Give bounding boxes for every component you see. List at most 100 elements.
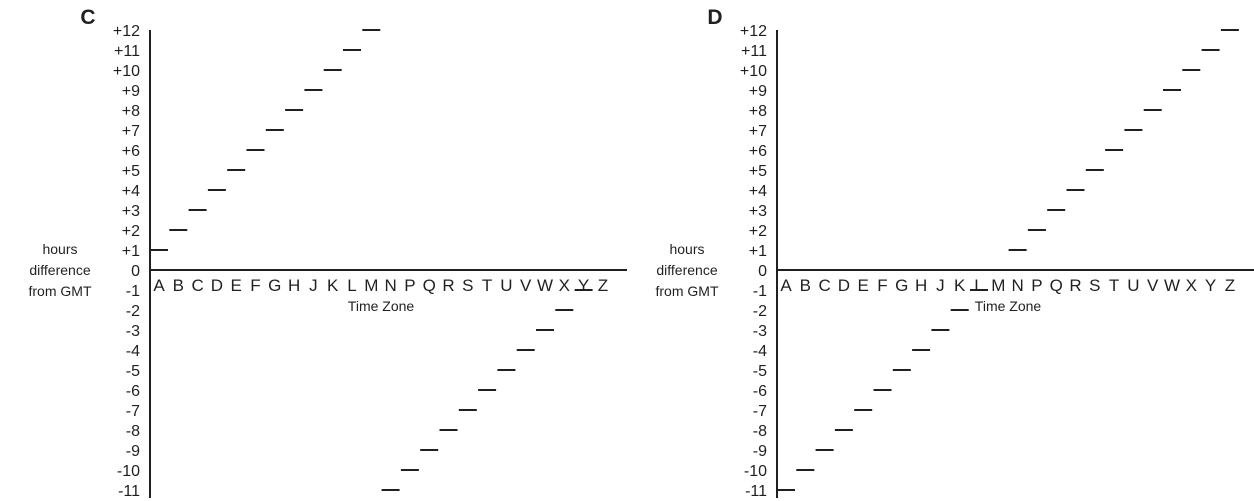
chart-d-y-tick-label: -5 bbox=[753, 363, 767, 380]
chart-d-y-tick-label: +6 bbox=[749, 143, 767, 160]
chart-c-y-tick-label: -4 bbox=[126, 343, 140, 360]
chart-d-y-tick-label: +2 bbox=[749, 223, 767, 240]
chart-d-category-label: C bbox=[818, 276, 830, 295]
chart-d-y-tick-label: +10 bbox=[740, 63, 767, 80]
chart-c-y-axis-label: difference bbox=[29, 262, 90, 278]
chart-c-y-tick-label: +3 bbox=[122, 203, 140, 220]
chart-c-category-label: Q bbox=[423, 276, 436, 295]
chart-d-y-tick-label: +9 bbox=[749, 83, 767, 100]
chart-d-category-label: P bbox=[1031, 276, 1042, 295]
chart-c-category-label: K bbox=[327, 276, 339, 295]
chart-d-y-tick-label: -6 bbox=[753, 383, 767, 400]
chart-d-y-tick-label: +7 bbox=[749, 123, 767, 140]
chart-c-x-axis-label: Time Zone bbox=[348, 298, 415, 314]
chart-c-y-tick-label: +5 bbox=[122, 163, 140, 180]
chart-c-y-tick-label: 0 bbox=[131, 263, 140, 280]
chart-d-y-tick-label: +12 bbox=[740, 23, 767, 40]
chart-c-y-axis-label: hours bbox=[42, 241, 77, 257]
chart-c-category-label: H bbox=[288, 276, 300, 295]
chart-c-category-label: E bbox=[231, 276, 242, 295]
chart-d-y-tick-label: +4 bbox=[749, 183, 767, 200]
chart-d-category-label: X bbox=[1186, 276, 1197, 295]
chart-c-y-tick-label: +6 bbox=[122, 143, 140, 160]
chart-c-y-tick-label: -10 bbox=[117, 463, 140, 480]
chart-d-category-label: A bbox=[780, 276, 792, 295]
chart-d-svg: D+12+11+10+9+8+7+6+5+4+3+2+10-1-2-3-4-5-… bbox=[656, 6, 1254, 500]
chart-d-category-label: Z bbox=[1225, 276, 1235, 295]
chart-d-y-tick-label: -10 bbox=[744, 463, 767, 480]
chart-d-y-tick-label: +8 bbox=[749, 103, 767, 120]
chart-c-y-tick-label: -2 bbox=[126, 303, 140, 320]
chart-c-y-tick-label: -8 bbox=[126, 423, 140, 440]
chart-d-category-label: S bbox=[1089, 276, 1100, 295]
chart-c-category-label: M bbox=[364, 276, 378, 295]
chart-c-category-label: Z bbox=[598, 276, 608, 295]
chart-c-y-tick-label: +2 bbox=[122, 223, 140, 240]
chart-d-category-label: U bbox=[1127, 276, 1139, 295]
chart-c-category-label: W bbox=[537, 276, 553, 295]
chart-panel-d: D +12 +11 +10 +9 +8 +7 +6 +5 +4 +3 +2 +1 0 -1 -2 -3 -4 -5-… bbox=[627, 0, 1254, 501]
chart-d-y-axis-label: from GMT bbox=[656, 283, 719, 299]
chart-d-y-tick-label: +5 bbox=[749, 163, 767, 180]
chart-d-y-tick-label: +3 bbox=[749, 203, 767, 220]
chart-d-category-label: T bbox=[1109, 276, 1119, 295]
chart-d-y-tick-label: -9 bbox=[753, 443, 767, 460]
chart-c-y-tick-label: -9 bbox=[126, 443, 140, 460]
chart-d-category-label: H bbox=[915, 276, 927, 295]
chart-c-category-label: L bbox=[347, 276, 356, 295]
chart-c-panel-label: C bbox=[80, 6, 95, 29]
chart-c-y-tick-label: -3 bbox=[126, 323, 140, 340]
chart-c-category-label: G bbox=[268, 276, 281, 295]
chart-c-category-label: B bbox=[173, 276, 184, 295]
chart-c-category-label: V bbox=[520, 276, 532, 295]
chart-c-category-label: P bbox=[404, 276, 415, 295]
chart-c-y-tick-label: -11 bbox=[118, 483, 140, 500]
chart-d-category-label: F bbox=[877, 276, 887, 295]
chart-d-y-tick-label: -1 bbox=[753, 283, 767, 300]
chart-c-y-tick-label: +8 bbox=[122, 103, 140, 120]
chart-d-category-label: K bbox=[954, 276, 966, 295]
chart-c-svg: C+12+11+10+9+8+7+6+5+4+3+2+10-1-2-3-4-5-… bbox=[29, 6, 627, 500]
chart-c-y-tick-label: +12 bbox=[113, 23, 140, 40]
chart-c-category-label: A bbox=[153, 276, 165, 295]
chart-c-category-label: J bbox=[309, 276, 318, 295]
chart-d-category-label: N bbox=[1011, 276, 1023, 295]
chart-d-y-tick-label: -8 bbox=[753, 423, 767, 440]
chart-c-category-label: T bbox=[482, 276, 492, 295]
chart-c-y-tick-label: +11 bbox=[114, 43, 140, 60]
chart-d-y-axis-label: hours bbox=[669, 241, 704, 257]
chart-d-y-tick-label: -2 bbox=[753, 303, 767, 320]
chart-c-category-label: S bbox=[462, 276, 473, 295]
chart-d-category-label: G bbox=[895, 276, 908, 295]
chart-d-category-label: E bbox=[858, 276, 869, 295]
chart-c-y-tick-label: -1 bbox=[126, 283, 140, 300]
chart-d-x-axis-label: Time Zone bbox=[975, 298, 1042, 314]
chart-d-category-label: V bbox=[1147, 276, 1159, 295]
chart-d-y-tick-label: +1 bbox=[749, 243, 767, 260]
chart-c-y-tick-label: +9 bbox=[122, 83, 140, 100]
chart-d-category-label: R bbox=[1069, 276, 1081, 295]
chart-c-y-tick-label: -5 bbox=[126, 363, 140, 380]
chart-c-y-tick-label: +7 bbox=[122, 123, 140, 140]
chart-d-category-label: M bbox=[991, 276, 1005, 295]
chart-c-category-label: C bbox=[191, 276, 203, 295]
chart-c-category-label: U bbox=[500, 276, 512, 295]
chart-panel-c: C +12 +11 +10 +9 +8 +7 +6 +5 +4 +3 +2 +1 0 -1 -2 -3 -4 -5-… bbox=[29, 6, 627, 500]
chart-c-y-tick-label: +10 bbox=[113, 63, 140, 80]
chart-c-y-tick-label: -6 bbox=[126, 383, 140, 400]
chart-d-category-label: B bbox=[800, 276, 811, 295]
chart-d-category-label: Q bbox=[1050, 276, 1063, 295]
chart-d-y-tick-label: -11 bbox=[745, 483, 767, 500]
chart-d-category-label: L bbox=[974, 276, 983, 295]
chart-d-y-tick-label: -4 bbox=[753, 343, 767, 360]
chart-c-y-tick-label: -7 bbox=[126, 403, 140, 420]
chart-c-y-tick-label: +4 bbox=[122, 183, 140, 200]
chart-c-category-label: Y bbox=[578, 276, 589, 295]
chart-c-y-axis-label: from GMT bbox=[29, 283, 92, 299]
chart-c-category-label: F bbox=[250, 276, 260, 295]
chart-d-y-tick-label: -7 bbox=[753, 403, 767, 420]
chart-d-y-axis-label: difference bbox=[656, 262, 717, 278]
chart-c-category-label: X bbox=[559, 276, 570, 295]
chart-c-y-tick-label: +1 bbox=[122, 243, 140, 260]
chart-c-category-label: D bbox=[211, 276, 223, 295]
